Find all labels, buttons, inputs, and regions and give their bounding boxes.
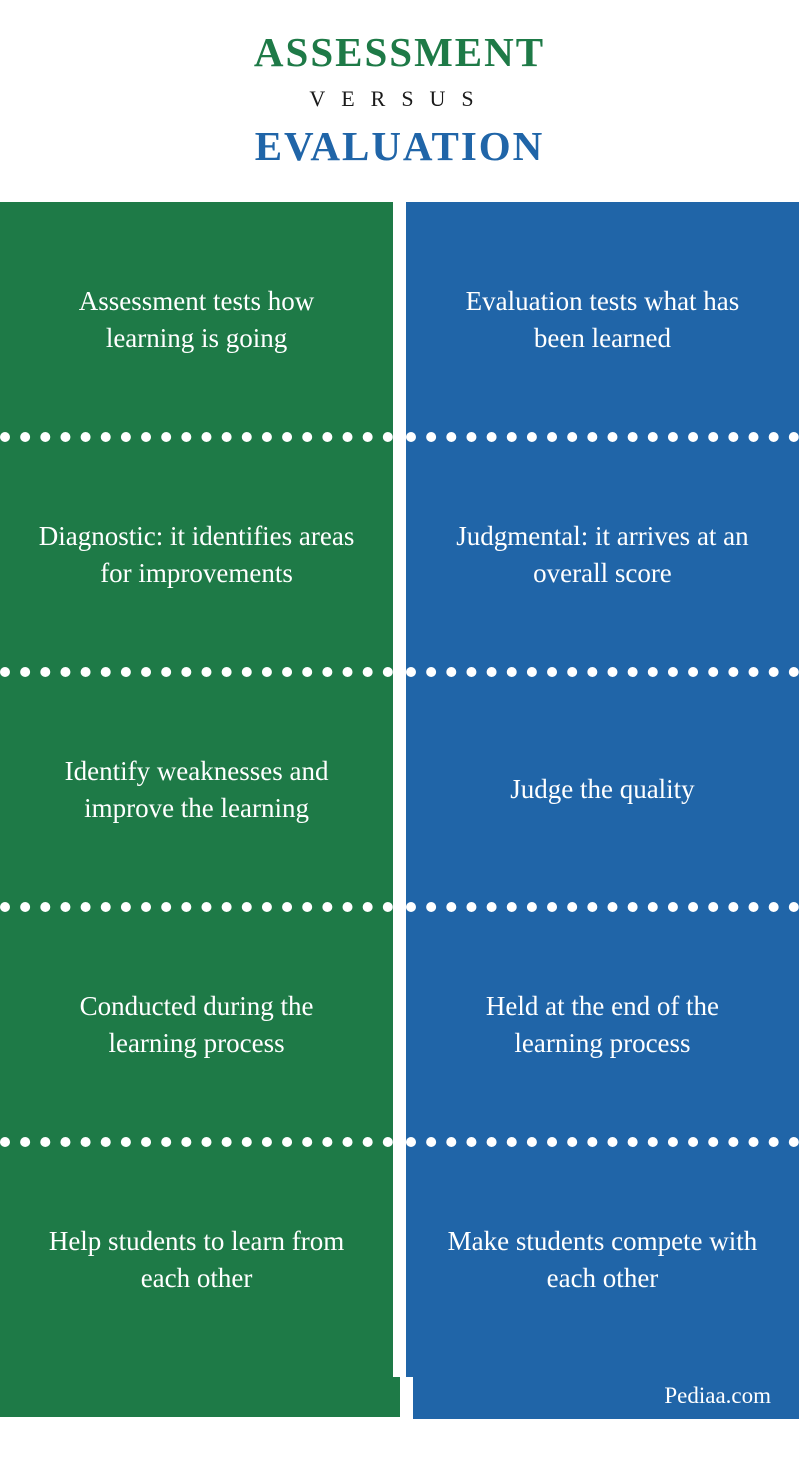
assessment-cell: Diagnostic: it identifies areas for impr…	[0, 437, 393, 672]
cell-text: Conducted during the learning process	[35, 988, 358, 1061]
cell-text: Assessment tests how learning is going	[35, 283, 358, 356]
comparison-grid: Assessment tests how learning is going D…	[0, 202, 799, 1377]
cell-text: Judgmental: it arrives at an overall sco…	[441, 518, 764, 591]
assessment-column: Assessment tests how learning is going D…	[0, 202, 393, 1377]
title-versus: VERSUS	[20, 86, 779, 112]
evaluation-column: Evaluation tests what has been learned J…	[406, 202, 799, 1377]
title-assessment: ASSESSMENT	[20, 28, 779, 76]
title-evaluation: EVALUATION	[20, 122, 779, 170]
cell-text: Held at the end of the learning process	[441, 988, 764, 1061]
evaluation-cell: Judgmental: it arrives at an overall sco…	[406, 437, 799, 672]
assessment-cell: Help students to learn from each other	[0, 1142, 393, 1377]
evaluation-cell: Evaluation tests what has been learned	[406, 202, 799, 437]
footer-source: Pediaa.com	[413, 1377, 799, 1419]
cell-text: Make students compete with each other	[441, 1223, 764, 1296]
cell-text: Identify weaknesses and improve the lear…	[35, 753, 358, 826]
evaluation-cell: Held at the end of the learning process	[406, 907, 799, 1142]
cell-text: Evaluation tests what has been learned	[441, 283, 764, 356]
evaluation-cell: Judge the quality	[406, 672, 799, 907]
footer: Pediaa.com	[0, 1377, 799, 1419]
footer-gap	[400, 1377, 413, 1419]
cell-text: Help students to learn from each other	[35, 1223, 358, 1296]
assessment-cell: Identify weaknesses and improve the lear…	[0, 672, 393, 907]
cell-text: Diagnostic: it identifies areas for impr…	[35, 518, 358, 591]
infographic-container: ASSESSMENT VERSUS EVALUATION Assessment …	[0, 0, 799, 1419]
evaluation-cell: Make students compete with each other	[406, 1142, 799, 1377]
assessment-cell: Assessment tests how learning is going	[0, 202, 393, 437]
assessment-cell: Conducted during the learning process	[0, 907, 393, 1142]
footer-left-block	[0, 1377, 400, 1417]
column-gap	[393, 202, 406, 1377]
cell-text: Judge the quality	[510, 771, 694, 807]
header: ASSESSMENT VERSUS EVALUATION	[0, 0, 799, 202]
